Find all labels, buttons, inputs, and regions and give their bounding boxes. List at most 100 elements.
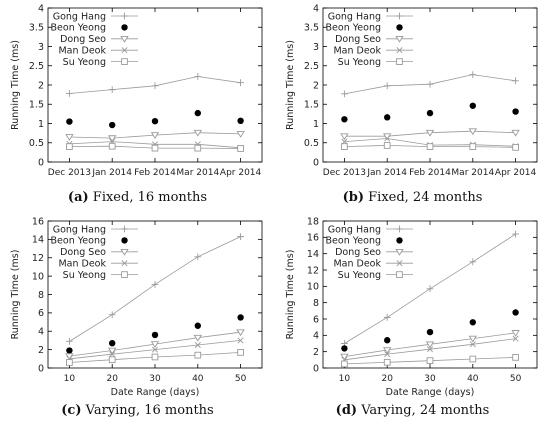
data-point-filled-circle-marker-s1-p2 <box>151 117 159 125</box>
y-tick-label: 6 <box>38 308 44 319</box>
data-point-square-marker-s4-p0 <box>341 143 348 150</box>
data-point-triangle-down-marker-s2-p2 <box>425 129 435 137</box>
series-0 <box>341 230 519 347</box>
data-point-triangle-down-marker-s2-p4 <box>511 129 520 137</box>
caption-id: (a) <box>67 190 89 205</box>
data-point-filled-circle-marker-s1-p3 <box>194 109 201 117</box>
data-point-filled-circle-marker-s1-p2 <box>426 328 434 336</box>
data-point-triangle-down-marker-s2-plegend <box>395 35 404 43</box>
legend-label: Su Yeong <box>338 57 381 68</box>
data-point-plus-marker-s0-p2 <box>151 280 159 288</box>
y-tick-label: 0.5 <box>304 138 319 149</box>
x-tick-label: Feb 2014 <box>134 168 176 178</box>
series-4 <box>341 354 519 368</box>
legend-label: Gong Hang <box>53 224 106 235</box>
y-tick-label: 10 <box>307 282 319 293</box>
data-point-filled-circle-marker-s1-p4 <box>237 314 244 321</box>
data-point-filled-circle-marker-s1-p0 <box>66 118 73 125</box>
data-point-cross-marker-s3-plegend <box>121 47 128 54</box>
y-tick-label: 4 <box>313 331 319 342</box>
data-point-filled-circle-marker-s1-p0 <box>341 116 348 123</box>
y-tick-label: 14 <box>32 235 44 246</box>
data-point-square-marker-s4-p4 <box>237 145 244 152</box>
x-tick-label: 10 <box>64 374 76 384</box>
data-point-plus-marker-s0-p1 <box>383 82 391 90</box>
legend-label: Beon Yeong <box>326 236 381 247</box>
data-point-cross-marker-s3-plegend <box>396 260 403 267</box>
y-tick-label: 10 <box>32 271 44 282</box>
data-point-cross-marker-s3-p2 <box>426 346 434 353</box>
x-tick-label: Apr 2014 <box>220 168 262 178</box>
data-point-filled-circle-marker-s1-p2 <box>151 331 159 339</box>
caption-id: (c) <box>61 403 82 418</box>
legend-label: Gong Hang <box>53 11 106 22</box>
data-point-triangle-down-marker-s2-p3 <box>468 128 478 136</box>
data-point-plus-marker-s0-p4 <box>512 77 519 85</box>
data-point-square-marker-s4-p2 <box>426 357 434 364</box>
data-point-square-marker-s4-plegend <box>121 58 128 65</box>
data-point-plus-marker-s0-plegend <box>396 12 403 20</box>
chart-fixed-16-months: 0 0.5 1 1.5 2 2.5 3 3.5 4 Dec 2013 Jan 2014 Feb 201… <box>10 3 263 178</box>
data-point-square-marker-s4-p3 <box>469 355 477 363</box>
legend-label: Man Deok <box>333 46 381 57</box>
y-tick-label: 3.5 <box>29 23 44 34</box>
data-point-plus-marker-s0-plegend <box>396 225 403 233</box>
chart-panel-d: 0 2 4 6 8 10 12 14 16 18 10 20 30 40 50 Running Time (m… <box>275 213 550 426</box>
series-2 <box>340 128 520 141</box>
x-tick-label: 50 <box>510 374 522 384</box>
data-point-square-marker-s4-p3 <box>469 143 477 150</box>
data-point-filled-circle-marker-s1-p1 <box>384 337 391 344</box>
data-point-square-marker-s4-p2 <box>151 144 159 152</box>
series-2 <box>65 329 245 360</box>
data-point-square-marker-s4-p4 <box>512 354 519 361</box>
data-point-cross-marker-s3-p1 <box>109 351 116 358</box>
data-point-square-marker-s4-plegend <box>396 271 403 278</box>
data-point-square-marker-s4-p1 <box>108 356 116 364</box>
caption-text: Fixed, 16 months <box>92 190 208 205</box>
caption-id: (d) <box>335 403 358 418</box>
data-point-filled-circle-marker-s1-p1 <box>384 114 391 121</box>
y-axis-label: Running Time (ms) <box>10 250 21 340</box>
data-point-plus-marker-s0-p1 <box>383 313 391 321</box>
data-point-plus-marker-s0-p2 <box>426 285 434 293</box>
data-point-triangle-down-marker-s2-p0 <box>340 353 349 361</box>
data-point-cross-marker-s3-p2 <box>151 346 159 353</box>
data-point-triangle-down-marker-s2-p2 <box>150 132 160 139</box>
y-tick-label: 1 <box>38 119 44 130</box>
data-point-cross-marker-s3-p3 <box>469 341 476 348</box>
y-tick-label: 3.5 <box>304 23 319 34</box>
chart-caption: (a) Fixed, 16 months <box>0 190 275 205</box>
data-point-square-marker-s4-p4 <box>237 349 244 356</box>
y-tick-label: 12 <box>32 253 44 264</box>
series-4 <box>66 349 244 366</box>
data-point-square-marker-s4-p1 <box>108 142 116 150</box>
series-1 <box>66 314 244 354</box>
y-tick-label: 2 <box>313 347 319 358</box>
data-point-filled-circle-marker-s1-p4 <box>512 309 519 316</box>
legend-label: Gong Hang <box>328 224 381 235</box>
series-4 <box>66 142 244 152</box>
data-point-square-marker-s4-p3 <box>194 351 202 359</box>
data-point-filled-circle-marker-s1-p3 <box>194 322 201 329</box>
x-tick-label: Mar 2014 <box>176 168 219 178</box>
data-point-triangle-down-marker-s2-p0 <box>65 134 74 141</box>
data-point-filled-circle-marker-s1-p0 <box>66 347 73 354</box>
data-point-cross-marker-s3-p4 <box>512 335 519 342</box>
x-tick-label: Dec 2013 <box>48 168 91 178</box>
caption-text: Fixed, 24 months <box>368 190 483 205</box>
x-tick-label: 50 <box>235 374 247 384</box>
y-tick-label: 2.5 <box>304 61 319 72</box>
caption-id: (b) <box>342 190 364 205</box>
data-point-cross-marker-s3-p1 <box>384 351 391 358</box>
series-1 <box>341 309 519 352</box>
legend-label: Beon Yeong <box>51 23 106 34</box>
data-point-triangle-down-marker-s2-p1 <box>107 347 117 355</box>
data-point-plus-marker-s0-p2 <box>426 80 434 88</box>
data-point-filled-circle-marker-s1-p1 <box>109 121 116 129</box>
series-1 <box>341 102 519 123</box>
series-0 <box>341 71 519 98</box>
data-point-cross-marker-s3-p1 <box>384 135 391 142</box>
data-point-triangle-down-marker-s2-p4 <box>511 330 520 337</box>
